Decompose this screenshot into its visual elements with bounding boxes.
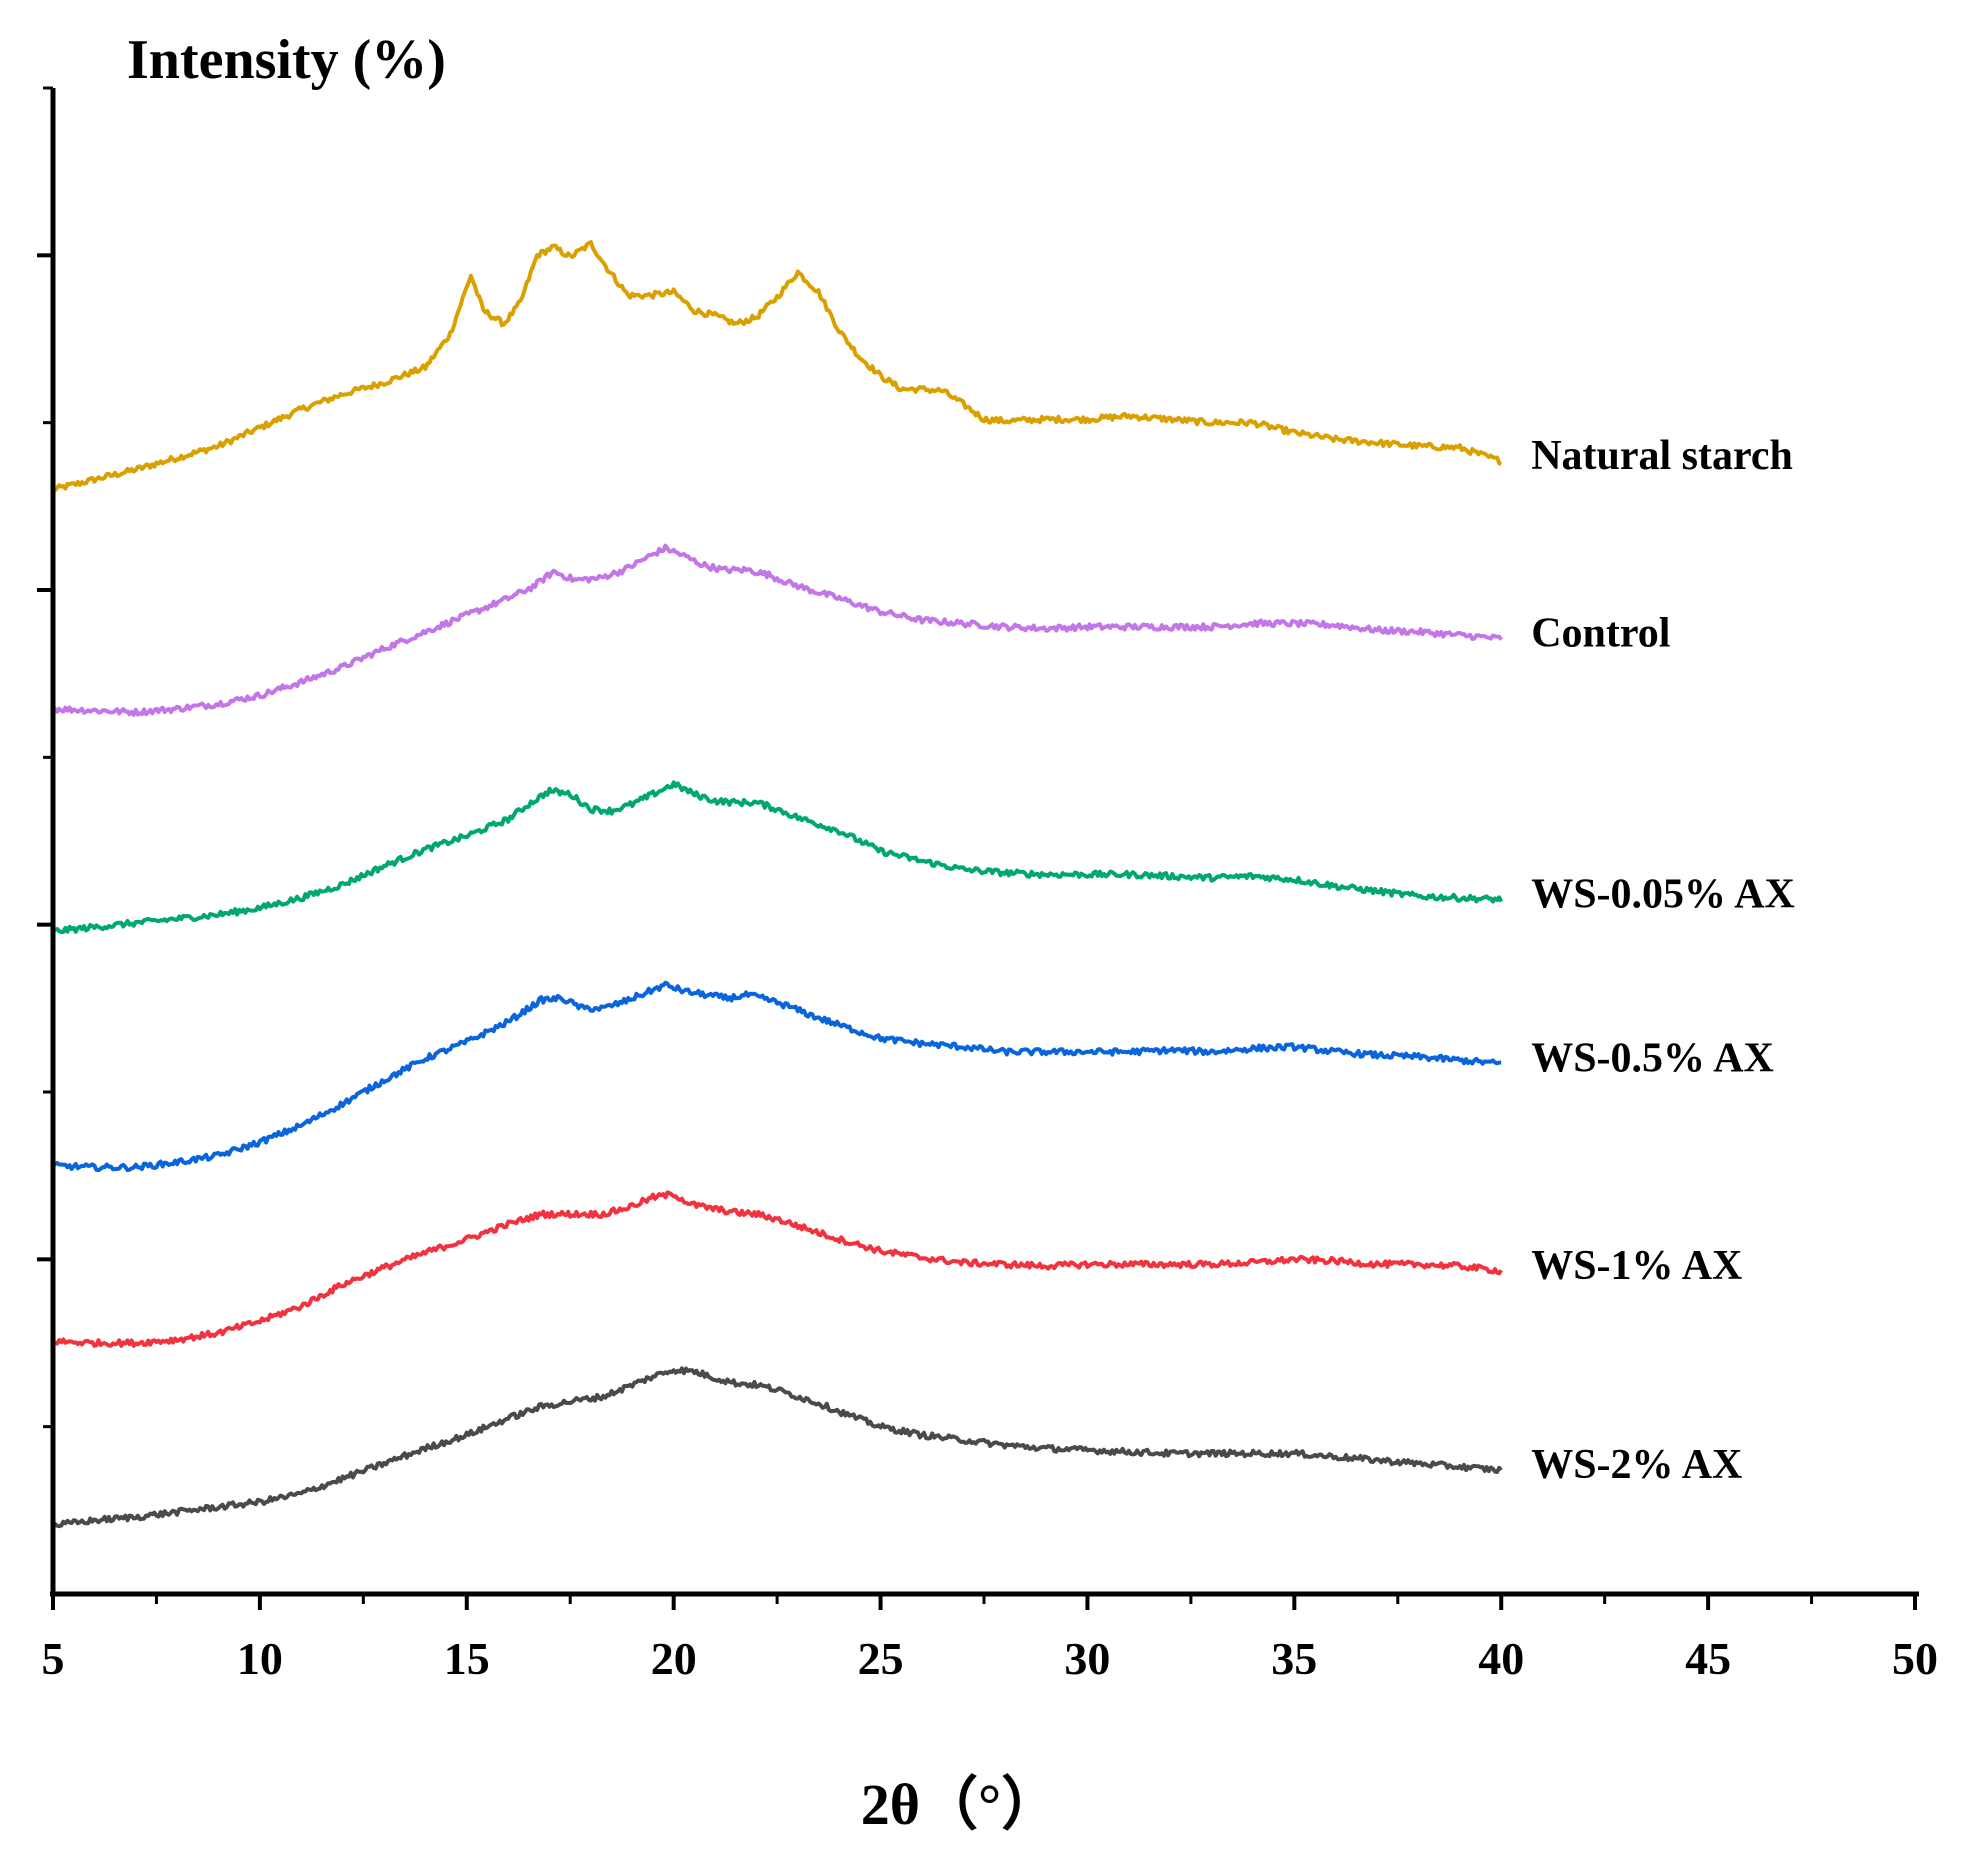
series-line-ws-1-ax [51,1190,1503,1348]
series-label-ws-2-ax: WS-2% AX [1531,1442,1742,1488]
series-line-ws-0-5-ax [52,980,1502,1173]
x-tick-label-35: 35 [1271,1633,1317,1684]
series-label-ws-0-5-ax: WS-0.5% AX [1531,1036,1774,1082]
series-label-ws-1-ax: WS-1% AX [1531,1243,1742,1289]
x-tick-label-25: 25 [858,1633,904,1684]
series-line-ws-0-05-ax [53,780,1504,934]
series-label-control: Control [1531,611,1670,657]
series-label-natural-starch: Natural starch [1531,433,1793,479]
x-tick-label-45: 45 [1685,1633,1731,1684]
x-tick-label-10: 10 [237,1633,283,1684]
axes-layer [50,88,1919,1597]
series-line-control [52,543,1503,717]
x-tick-label-5: 5 [42,1633,65,1684]
labels-layer: Intensity (%) 2θ（°） [127,29,1059,1837]
x-tick-label-50: 50 [1892,1633,1938,1684]
x-tick-label-15: 15 [444,1633,490,1684]
x-tick-label-30: 30 [1064,1633,1110,1684]
series-line-natural-starch [51,240,1502,493]
x-tick-label-20: 20 [651,1633,697,1684]
series-layer [51,240,1504,1529]
series-line-ws-2-ax [51,1366,1503,1529]
ticks-layer: 5 10 15 20 25 30 35 40 45 50 [37,86,1938,1684]
x-axis-title: 2θ（°） [861,1772,1059,1837]
y-axis-title: Intensity (%) [127,29,446,91]
series-label-ws-0-05-ax: WS-0.05% AX [1531,872,1795,918]
x-tick-label-40: 40 [1478,1633,1524,1684]
series-labels-layer: Natural starch Control WS-0.05% AX WS-0.5% … [1531,433,1795,1488]
